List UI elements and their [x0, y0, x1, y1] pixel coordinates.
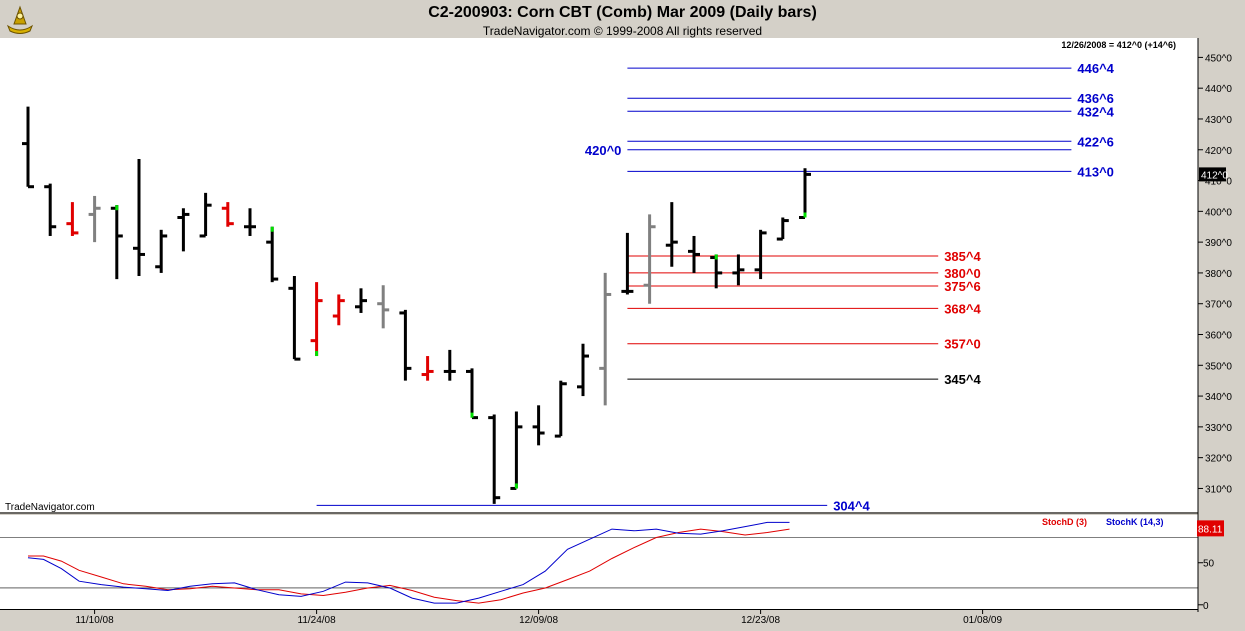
level-label: 304^4	[833, 498, 870, 513]
level-label: 420^0	[585, 143, 622, 158]
level-label: 357^0	[944, 337, 981, 352]
stoch-panel-bg	[0, 515, 1198, 609]
chart-header: C2-200903: Corn CBT (Comb) Mar 2009 (Dai…	[0, 0, 1245, 38]
green-marker	[714, 254, 718, 260]
level-label: 422^6	[1077, 134, 1114, 149]
price-tick-label: 310^0	[1205, 484, 1232, 495]
x-tick-label: 01/08/09	[963, 615, 1002, 626]
price-tick-label: 450^0	[1205, 53, 1232, 64]
price-tick-label: 440^0	[1205, 84, 1232, 95]
stoch-k-line	[27, 521, 790, 604]
green-marker	[115, 205, 119, 211]
price-tick-label: 430^0	[1205, 115, 1232, 126]
x-axis: 11/10/08 11/24/08 12/09/08 12/23/08 01/08/09	[76, 609, 1002, 626]
level-label: 446^4	[1077, 61, 1114, 76]
level-label: 368^4	[944, 301, 981, 316]
price-tick-label: 330^0	[1205, 423, 1232, 434]
chart-title: C2-200903: Corn CBT (Comb) Mar 2009 (Dai…	[428, 4, 817, 21]
stoch-tick-label: 50	[1203, 559, 1215, 570]
green-marker	[270, 226, 274, 232]
price-tick-label: 380^0	[1205, 269, 1232, 280]
level-label: 375^6	[944, 279, 981, 294]
sextant-logo-icon	[6, 5, 34, 34]
green-marker	[315, 351, 319, 357]
stoch-legend-d: StochD (3)	[1042, 517, 1087, 527]
stoch-current-label: 88.11	[1198, 524, 1223, 535]
price-tick-label: 410^0	[1205, 177, 1232, 188]
stoch-tick-label: 0	[1203, 601, 1209, 612]
level-label: 345^4	[944, 372, 981, 387]
price-panel-bg	[0, 38, 1198, 512]
stoch-current-box	[1197, 520, 1224, 537]
price-tick-label: 320^0	[1205, 454, 1232, 465]
level-label: 436^6	[1077, 91, 1114, 106]
stoch-d-line	[28, 528, 790, 604]
current-price-label: 412^0	[1201, 170, 1228, 181]
green-marker	[514, 483, 518, 489]
level-label: 413^0	[1077, 164, 1114, 179]
bars-layer	[22, 106, 811, 504]
level-label: 385^4	[944, 249, 981, 264]
level-label: 432^4	[1077, 104, 1114, 119]
price-tick-label: 340^0	[1205, 392, 1232, 403]
green-marker	[803, 212, 807, 218]
x-tick-label: 11/10/08	[76, 615, 115, 626]
price-tick-label: 400^0	[1205, 207, 1232, 218]
stoch-axis: 0 50 88.11	[1197, 520, 1224, 612]
price-tick-label: 370^0	[1205, 300, 1232, 311]
copyright-subtitle: TradeNavigator.com © 1999-2008 All right…	[482, 24, 763, 38]
price-axis: 310^0 320^0 330^0 340^0 350^0 360^0 370^0 380^0…	[1198, 53, 1232, 495]
stoch-legend-k: StochK (14,3)	[1106, 517, 1164, 527]
last-price-info: 12/26/2008 = 412^0 (+14^6)	[1061, 40, 1176, 50]
price-tick-label: 360^0	[1205, 331, 1232, 342]
x-tick-label: 12/09/08	[519, 615, 558, 626]
current-price-box	[1199, 167, 1226, 182]
watermark-text: TradeNavigator.com	[5, 502, 95, 513]
price-tick-label: 350^0	[1205, 361, 1232, 372]
x-tick-label: 12/23/08	[741, 615, 780, 626]
x-tick-label: 11/24/08	[298, 615, 337, 626]
green-marker	[470, 412, 474, 418]
price-tick-label: 390^0	[1205, 238, 1232, 249]
stoch-layer	[0, 521, 1198, 604]
level-label: 380^0	[944, 266, 981, 281]
price-tick-label: 420^0	[1205, 146, 1232, 157]
